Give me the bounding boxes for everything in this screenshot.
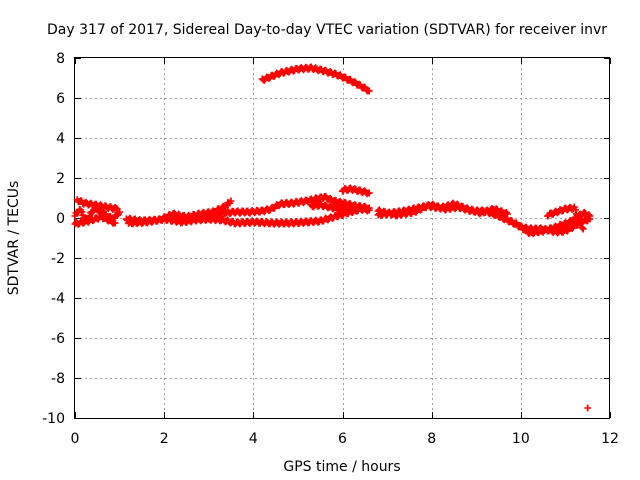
x-tick-label: 12 xyxy=(601,431,619,447)
y-tick-labels: -10 -8 -6 -4 -2 0 2 4 6 8 xyxy=(42,51,65,427)
y-tick-label: -10 xyxy=(42,411,65,427)
data-point xyxy=(365,206,373,214)
data-point xyxy=(111,219,119,227)
y-tick-label: 4 xyxy=(56,131,65,147)
data-point xyxy=(351,206,359,214)
data-point xyxy=(586,212,594,220)
data-point xyxy=(577,220,585,228)
data-point xyxy=(576,216,584,224)
data-point xyxy=(227,197,235,205)
data-point xyxy=(352,207,360,215)
data-points xyxy=(71,63,594,412)
x-tick-label: 4 xyxy=(249,431,258,447)
y-axis-label: SDTVAR / TECUs xyxy=(6,181,22,296)
data-point xyxy=(571,206,579,214)
chart-title: Day 317 of 2017, Sidereal Day-to-day VTE… xyxy=(47,22,607,38)
y-tick-label: 8 xyxy=(56,51,65,67)
y-tick-label: 6 xyxy=(56,91,65,107)
x-tick-label: 0 xyxy=(71,431,80,447)
data-point xyxy=(568,218,576,226)
x-tick-labels: 0 2 4 6 8 10 12 xyxy=(71,431,619,447)
y-tick-label: 0 xyxy=(56,211,65,227)
grid xyxy=(75,58,610,418)
y-tick-label: -4 xyxy=(51,291,65,307)
x-tick-label: 10 xyxy=(512,431,530,447)
data-point xyxy=(113,205,121,213)
x-tick-label: 8 xyxy=(427,431,436,447)
data-point xyxy=(517,222,525,230)
y-tick-label: 2 xyxy=(56,171,65,187)
y-tick-label: -6 xyxy=(51,331,65,347)
data-point xyxy=(579,225,587,233)
y-tick-label: -2 xyxy=(51,251,65,267)
plot-frame xyxy=(74,57,610,419)
data-point xyxy=(78,208,86,216)
data-point xyxy=(365,189,373,197)
x-tick-label: 6 xyxy=(338,431,347,447)
data-point xyxy=(365,87,373,95)
data-point xyxy=(585,211,593,219)
x-tick-label: 2 xyxy=(160,431,169,447)
data-point xyxy=(578,224,586,232)
x-axis-label: GPS time / hours xyxy=(283,459,400,475)
y-tick-label: -8 xyxy=(51,371,65,387)
data-point xyxy=(584,404,592,412)
